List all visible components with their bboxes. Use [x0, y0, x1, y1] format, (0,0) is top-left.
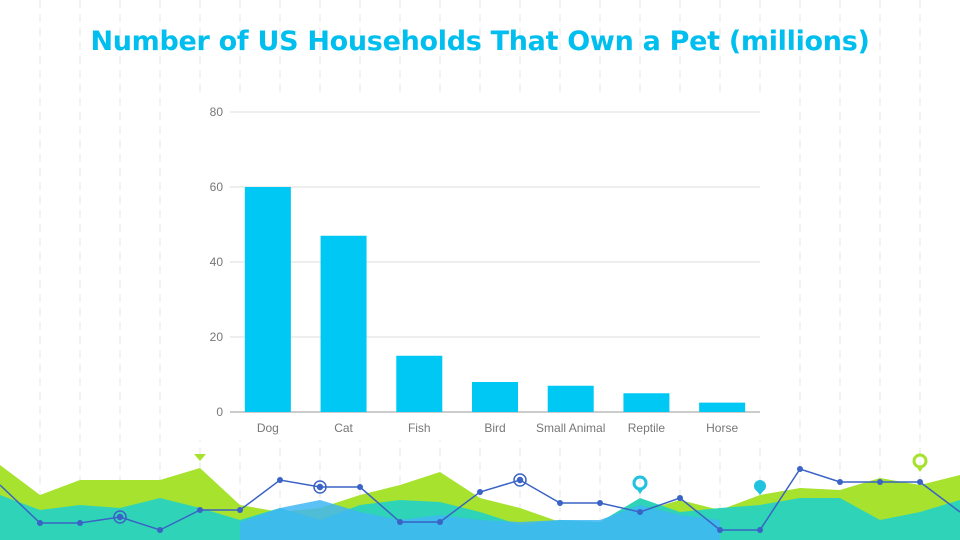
x-tick-label: Fish	[408, 421, 431, 435]
y-tick-label: 20	[210, 330, 224, 344]
x-tick-label: Horse	[706, 421, 738, 435]
slide-title: Number of US Households That Own a Pet (…	[90, 26, 870, 57]
y-tick-label: 40	[210, 255, 224, 269]
y-tick-label: 60	[210, 180, 224, 194]
location-dot-icon	[754, 480, 766, 495]
line-graph-points	[37, 466, 923, 533]
bar-fish	[396, 355, 443, 412]
x-tick-label: Bird	[484, 421, 505, 435]
y-tick-label: 80	[210, 105, 224, 119]
bar-reptile	[623, 393, 670, 412]
x-tick-label: Small Animal	[536, 421, 605, 435]
y-tick-label: 0	[216, 405, 223, 419]
map-marker-icon	[632, 475, 648, 494]
ring-markers	[113, 473, 527, 524]
blue-mountain-wave	[240, 500, 720, 540]
x-tick-label: Dog	[257, 421, 279, 435]
bar-cat	[320, 235, 367, 412]
bar-small-animal	[547, 385, 594, 412]
map-marker-icon	[912, 453, 928, 472]
map-pin-icon	[194, 454, 206, 461]
x-tick-label: Reptile	[628, 421, 666, 435]
bar-bird	[472, 382, 518, 412]
bar-horse	[699, 402, 746, 412]
x-tick-label: Cat	[334, 421, 353, 435]
bar-dog	[244, 187, 291, 412]
